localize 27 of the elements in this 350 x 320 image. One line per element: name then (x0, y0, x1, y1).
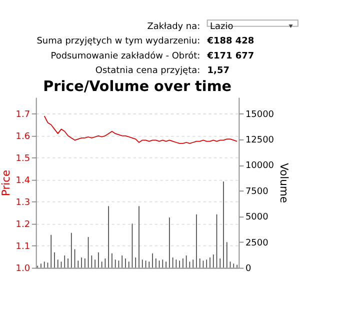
text: Lazio (210, 22, 234, 32)
y2-tick-label: 12500 (245, 136, 274, 146)
text: 1,57 (207, 66, 230, 76)
y-axis-title: Price (0, 169, 13, 196)
y2-tick-label: 10000 (245, 161, 274, 172)
y2-tick-label: 2500 (245, 238, 269, 248)
line-series (44, 116, 238, 144)
text: Ostatnia cena przyjęta: (95, 66, 200, 76)
chart-title: Price/Volume over time (43, 79, 232, 95)
y-tick-label: 1.7 (16, 110, 30, 120)
text: Zakłady na: (147, 22, 200, 32)
y-tick-label: 1.2 (16, 220, 30, 230)
text: Podsumowanie zakładów - Obrót: (50, 50, 200, 62)
text: Suma przyjętych w tym wydarzeniu: (36, 36, 200, 47)
y-tick-label: 1.4 (16, 176, 30, 186)
y-tick-label: 1.6 (16, 132, 30, 142)
y2-tick-label: 7500 (245, 186, 269, 197)
text: €171 677 (206, 51, 254, 62)
y2-tick-label: 0 (245, 264, 252, 274)
y-tick-label: 1.3 (16, 198, 30, 208)
y-tick-label: 1.5 (16, 154, 30, 164)
y-tick-label: 1.0 (16, 264, 30, 274)
text: €188 428 (206, 36, 254, 47)
y-tick-label: 1.1 (16, 242, 30, 252)
y2-tick-label: 5000 (245, 212, 269, 223)
y2-tick-label: 15000 (245, 110, 274, 120)
y2-axis-title: Volume (277, 162, 290, 204)
